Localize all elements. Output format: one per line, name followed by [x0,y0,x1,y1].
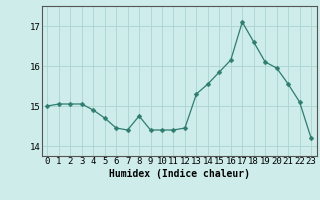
X-axis label: Humidex (Indice chaleur): Humidex (Indice chaleur) [109,169,250,179]
